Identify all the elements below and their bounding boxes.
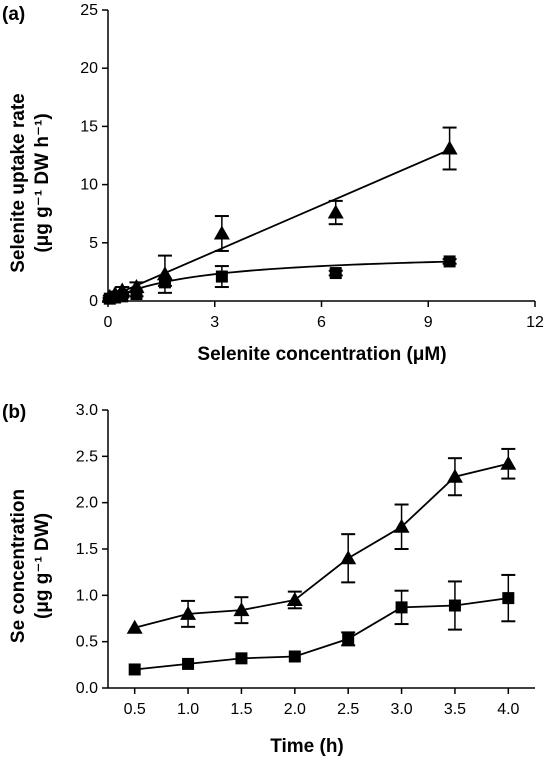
panel-a-series-triangle-point [213,225,230,240]
panel-b-series-square-point [235,652,248,665]
panel-a-y-axis-title-line1: Selenite uptake rate [8,93,29,273]
panel-a-series-square-point [215,270,228,283]
panel-b-series-triangle [126,447,517,634]
panel-a-y-tick-label: 5 [89,235,98,252]
panel-b-series-triangle-point [126,619,143,634]
panel-a-x-tick-label: 12 [526,314,544,331]
panel-b-series-triangle-point [340,550,357,565]
panel-a-label: (a) [2,4,25,25]
panel-a-series-triangle-point [327,204,344,219]
panel-b-x-tick-label: 1.0 [177,701,199,718]
panel-a-y-axis-title-line2: (μg g⁻¹ DW h⁻¹) [32,113,53,252]
panel-b-y-tick-label: 2.5 [76,448,98,465]
panel-b-x-tick-label: 1.5 [230,701,252,718]
panel-b-x-tick-label: 0.5 [124,701,146,718]
panel-b-series-square-point [502,592,515,605]
panel-b-y-tick-label: 2.0 [76,495,98,512]
panel-b-x-tick-label: 2.5 [337,701,359,718]
panel-b-y-tick-label: 0.0 [76,680,98,697]
panel-b-x-tick-label: 2.0 [284,701,306,718]
panel-b-y-tick-label: 1.5 [76,541,98,558]
panel-b-y-tick-label: 3.0 [76,402,98,419]
panel-a-y-tick-label: 25 [80,2,98,19]
panel-a: (a) Selenite uptake rate (μg g⁻¹ DW h⁻¹)… [2,2,544,365]
panel-b-series-triangle-point [180,605,197,620]
panel-b-series-triangle-point [446,468,463,483]
panel-a-series-square-point [116,290,129,303]
panel-a-y-tick-label: 20 [80,60,98,77]
panel-a-y-tick-label: 0 [89,293,98,310]
panel-a-series-triangle [101,126,458,303]
panel-b-series-triangle-point [233,602,250,617]
panel-a-x-tick-label: 3 [210,314,219,331]
panel-b-series-square-point [448,599,461,612]
panel-a-x-tick-label: 9 [424,314,433,331]
panel-a-series-square-point [158,276,171,289]
panel-b-series-square-point [342,632,355,645]
panel-a-y-tick-label: 10 [80,177,98,194]
panel-a-x-axis-title: Selenite concentration (μM) [197,344,446,365]
panel-b-x-tick-label: 3.5 [444,701,466,718]
panel-b-series-square [128,573,516,676]
panel-b-y-tick-label: 1.0 [76,587,98,604]
panel-b-series-square-point [395,601,408,614]
panel-b-series-triangle-line [134,462,509,629]
panel-b-series-square-line [134,597,509,671]
panel-b-x-axis-title: Time (h) [270,736,344,757]
panel-a-series-square-point [130,288,143,301]
panel-b: (b) Se concentration (μg g⁻¹ DW) Time (h… [2,402,535,757]
panel-a-series-square-point [443,255,456,268]
panel-b-series-square-point [182,657,195,670]
panel-b-x-tick-label: 3.0 [390,701,412,718]
panel-a-x-tick-label: 6 [317,314,326,331]
panel-a-x-tick-label: 0 [104,314,113,331]
panel-b-series-triangle-point [286,591,303,606]
panel-a-y-tick-label: 15 [80,118,98,135]
panel-b-series-square-point [288,650,301,663]
panel-b-y-axis-title-line2: (μg g⁻¹ DW) [32,513,53,619]
panel-a-series-square-point [329,267,342,280]
panel-a-series-square [102,255,457,305]
panel-b-series-triangle-point [393,518,410,533]
panel-a-series-triangle-point [441,140,458,155]
panel-b-x-tick-label: 4.0 [497,701,519,718]
panel-b-y-axis-title-line1: Se concentration [8,489,29,643]
panel-b-y-tick-label: 0.5 [76,634,98,651]
panel-b-label: (b) [2,402,26,423]
panel-b-series-triangle-point [500,455,517,470]
panel-b-series-square-point [128,663,141,676]
